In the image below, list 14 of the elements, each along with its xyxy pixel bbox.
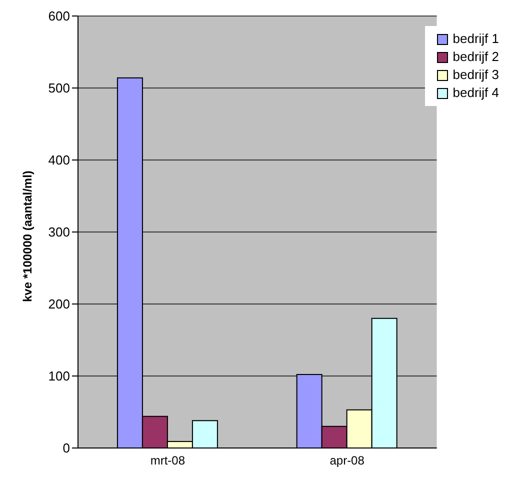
y-tick-label: 500 <box>48 80 70 96</box>
x-tick-label: mrt-08 <box>150 454 186 468</box>
y-tick-label: 100 <box>48 368 70 384</box>
y-tick-label: 600 <box>48 8 70 24</box>
y-tick-label: 300 <box>48 224 70 240</box>
x-tick-label: apr-08 <box>330 454 365 468</box>
y-axis-title: kve *100000 (aantal/ml) <box>20 170 34 302</box>
y-tick-label: 0 <box>62 440 70 456</box>
legend-label: bedrijf 3 <box>452 66 499 84</box>
y-tick-label: 200 <box>48 296 70 312</box>
legend-label: bedrijf 1 <box>452 30 499 48</box>
legend-label: bedrijf 4 <box>452 84 499 102</box>
y-tick-label: 400 <box>48 152 70 168</box>
legend-label: bedrijf 2 <box>452 48 499 66</box>
